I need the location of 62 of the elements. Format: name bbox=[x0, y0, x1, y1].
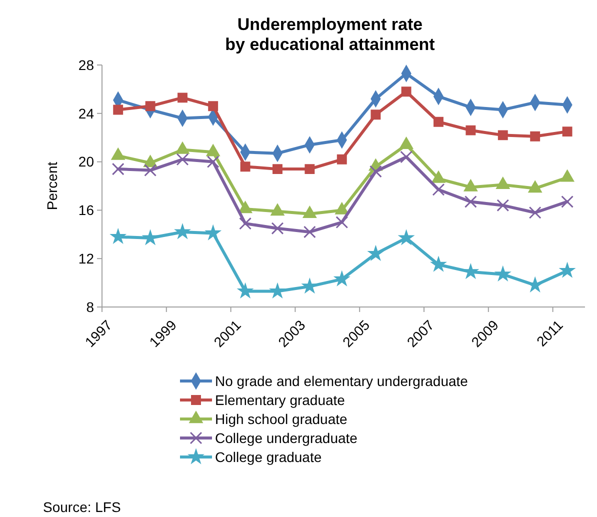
point bbox=[206, 225, 221, 240]
point bbox=[431, 256, 446, 272]
point bbox=[464, 196, 477, 208]
point bbox=[334, 271, 350, 286]
point bbox=[175, 224, 190, 238]
legend-label: No grade and elementary undergraduate bbox=[215, 372, 468, 389]
point bbox=[304, 164, 315, 174]
y-tick-label: 16 bbox=[78, 202, 94, 218]
point bbox=[176, 153, 189, 166]
point bbox=[178, 92, 188, 103]
point bbox=[303, 226, 316, 238]
y-tick-label: 8 bbox=[86, 298, 94, 315]
source-note: Source: LFS bbox=[43, 499, 121, 515]
point bbox=[271, 222, 284, 235]
point bbox=[528, 180, 542, 193]
point bbox=[113, 104, 124, 115]
point bbox=[336, 154, 347, 164]
point bbox=[528, 206, 542, 219]
point bbox=[270, 283, 285, 298]
legend-label: College undergraduate bbox=[215, 430, 358, 446]
point bbox=[528, 277, 543, 292]
point bbox=[368, 246, 384, 260]
point bbox=[239, 217, 252, 230]
point bbox=[270, 204, 284, 216]
point bbox=[336, 216, 348, 229]
legend-label: High school graduate bbox=[215, 410, 348, 427]
y-tick-label: 24 bbox=[78, 105, 94, 122]
point bbox=[561, 196, 574, 208]
point bbox=[238, 283, 253, 298]
point bbox=[110, 229, 126, 244]
point bbox=[463, 264, 478, 278]
point bbox=[302, 278, 318, 293]
point bbox=[142, 230, 158, 244]
point bbox=[495, 266, 510, 281]
legend-label: Elementary graduate bbox=[215, 392, 346, 408]
point bbox=[498, 130, 508, 140]
point bbox=[398, 230, 414, 244]
point bbox=[560, 262, 575, 278]
point bbox=[496, 199, 510, 212]
point bbox=[208, 101, 218, 112]
point bbox=[466, 125, 476, 136]
point bbox=[206, 156, 220, 168]
y-tick-label: 20 bbox=[78, 154, 94, 170]
point bbox=[432, 183, 445, 196]
point bbox=[144, 164, 157, 176]
point bbox=[434, 116, 444, 127]
y-axis-title: Percent bbox=[44, 162, 60, 210]
point bbox=[272, 164, 282, 174]
y-tick-label: 28 bbox=[78, 56, 94, 73]
legend-label: College graduate bbox=[215, 448, 322, 465]
y-tick-label: 12 bbox=[78, 250, 94, 266]
point bbox=[562, 126, 572, 137]
point bbox=[530, 131, 540, 142]
point bbox=[400, 150, 413, 164]
point bbox=[401, 86, 412, 97]
point bbox=[370, 110, 381, 120]
point bbox=[238, 201, 252, 214]
point bbox=[145, 101, 156, 112]
point bbox=[369, 165, 382, 178]
point bbox=[240, 162, 250, 172]
chart-title: Underemployment rate by educational attainment bbox=[225, 15, 436, 54]
point bbox=[112, 162, 124, 176]
